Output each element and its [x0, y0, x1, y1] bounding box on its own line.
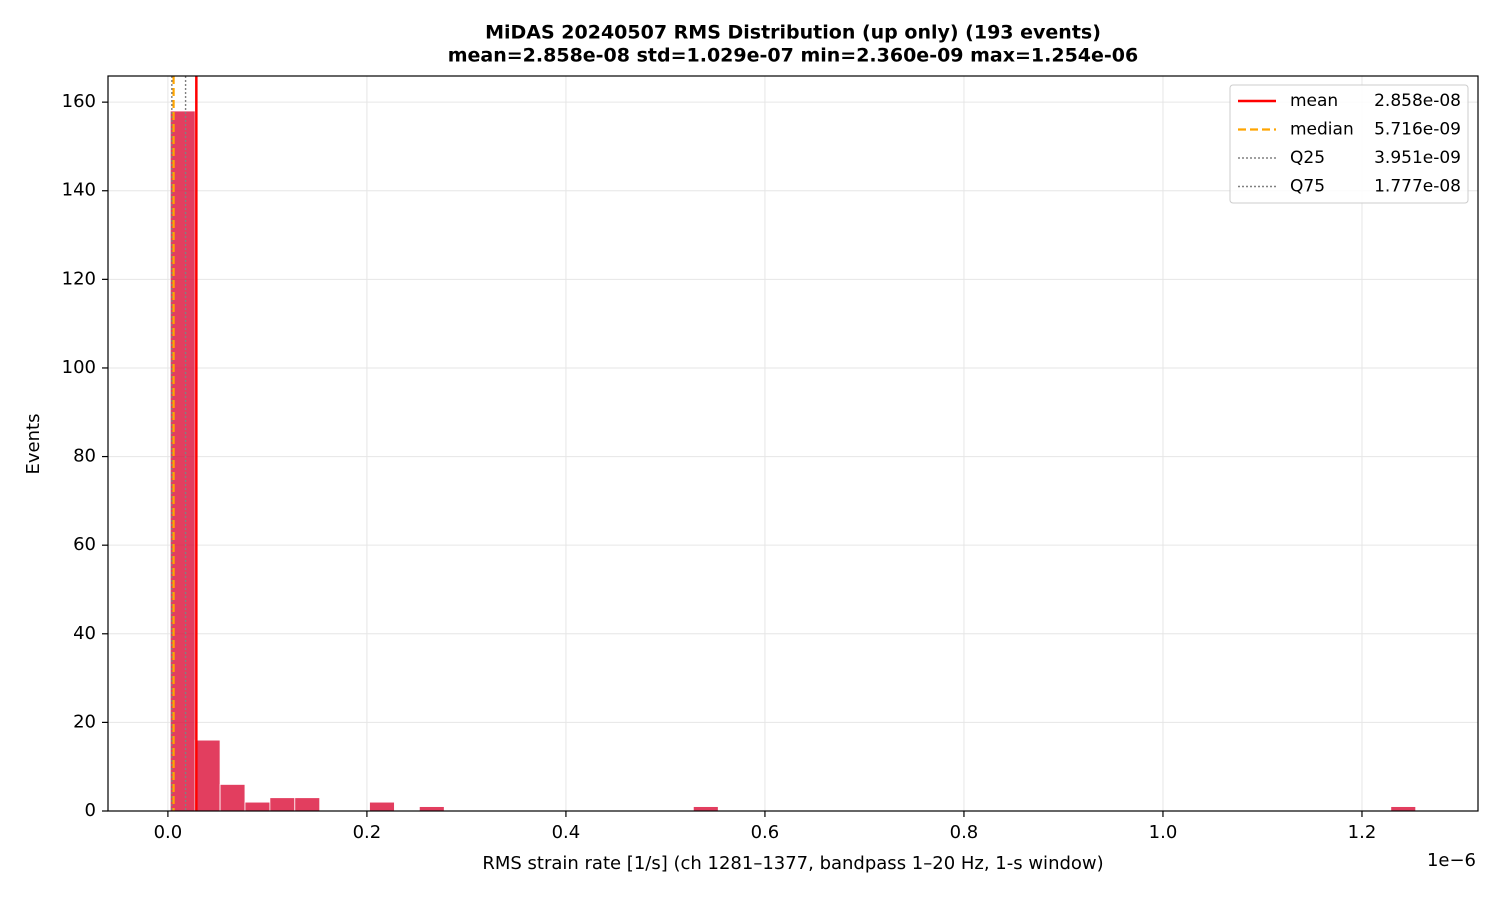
y-tick-label: 100 — [62, 357, 96, 378]
x-offset-label: 1e−6 — [1427, 850, 1476, 871]
y-tick-label: 0 — [85, 800, 96, 821]
legend-name: median — [1290, 120, 1354, 140]
bar — [369, 801, 395, 812]
y-tick-label: 140 — [62, 180, 96, 201]
bar — [194, 739, 221, 812]
y-tick-label: 80 — [73, 446, 96, 467]
legend-name: Q75 — [1290, 177, 1325, 197]
bar — [1390, 806, 1417, 812]
x-tick-label: 0.2 — [353, 822, 382, 843]
bar — [692, 806, 719, 812]
bar — [418, 806, 445, 812]
legend-name: Q25 — [1290, 148, 1325, 168]
x-tick-label: 0.0 — [154, 822, 183, 843]
legend-value: 1.777e-08 — [1374, 177, 1461, 197]
x-tick-label: 1.0 — [1149, 822, 1178, 843]
x-tick-label: 0.8 — [950, 822, 979, 843]
legend: mean 2.858e-08 median 5.716e-09 Q25 3.951e-09… — [1229, 84, 1469, 204]
bar — [219, 784, 246, 812]
chart-title: MiDAS 20240507 RMS Distribution (up only… — [485, 22, 1101, 44]
bar — [269, 797, 296, 812]
x-tick-label: 0.4 — [552, 822, 581, 843]
y-tick-label: 40 — [73, 623, 96, 644]
y-tick-label: 120 — [62, 268, 96, 289]
bar — [244, 801, 271, 812]
legend-value: 3.951e-09 — [1374, 148, 1461, 168]
x-tick-label: 1.2 — [1348, 822, 1377, 843]
plot-frame — [107, 75, 1479, 812]
y-axis-label: Events — [23, 414, 44, 475]
x-tick-label: 0.6 — [751, 822, 780, 843]
legend-value: 2.858e-08 — [1374, 91, 1461, 111]
y-tick-label: 60 — [73, 534, 96, 555]
legend-box — [1229, 84, 1469, 204]
x-axis-label: RMS strain rate [1/s] (ch 1281–1377, ban… — [482, 853, 1103, 874]
legend-value: 5.716e-09 — [1374, 120, 1461, 140]
chart-subtitle: mean=2.858e-08 std=1.029e-07 min=2.360e-… — [448, 45, 1139, 67]
y-tick-label: 20 — [73, 711, 96, 732]
legend-name: mean — [1290, 91, 1338, 111]
bar — [294, 797, 321, 812]
y-tick-label: 160 — [62, 91, 96, 112]
